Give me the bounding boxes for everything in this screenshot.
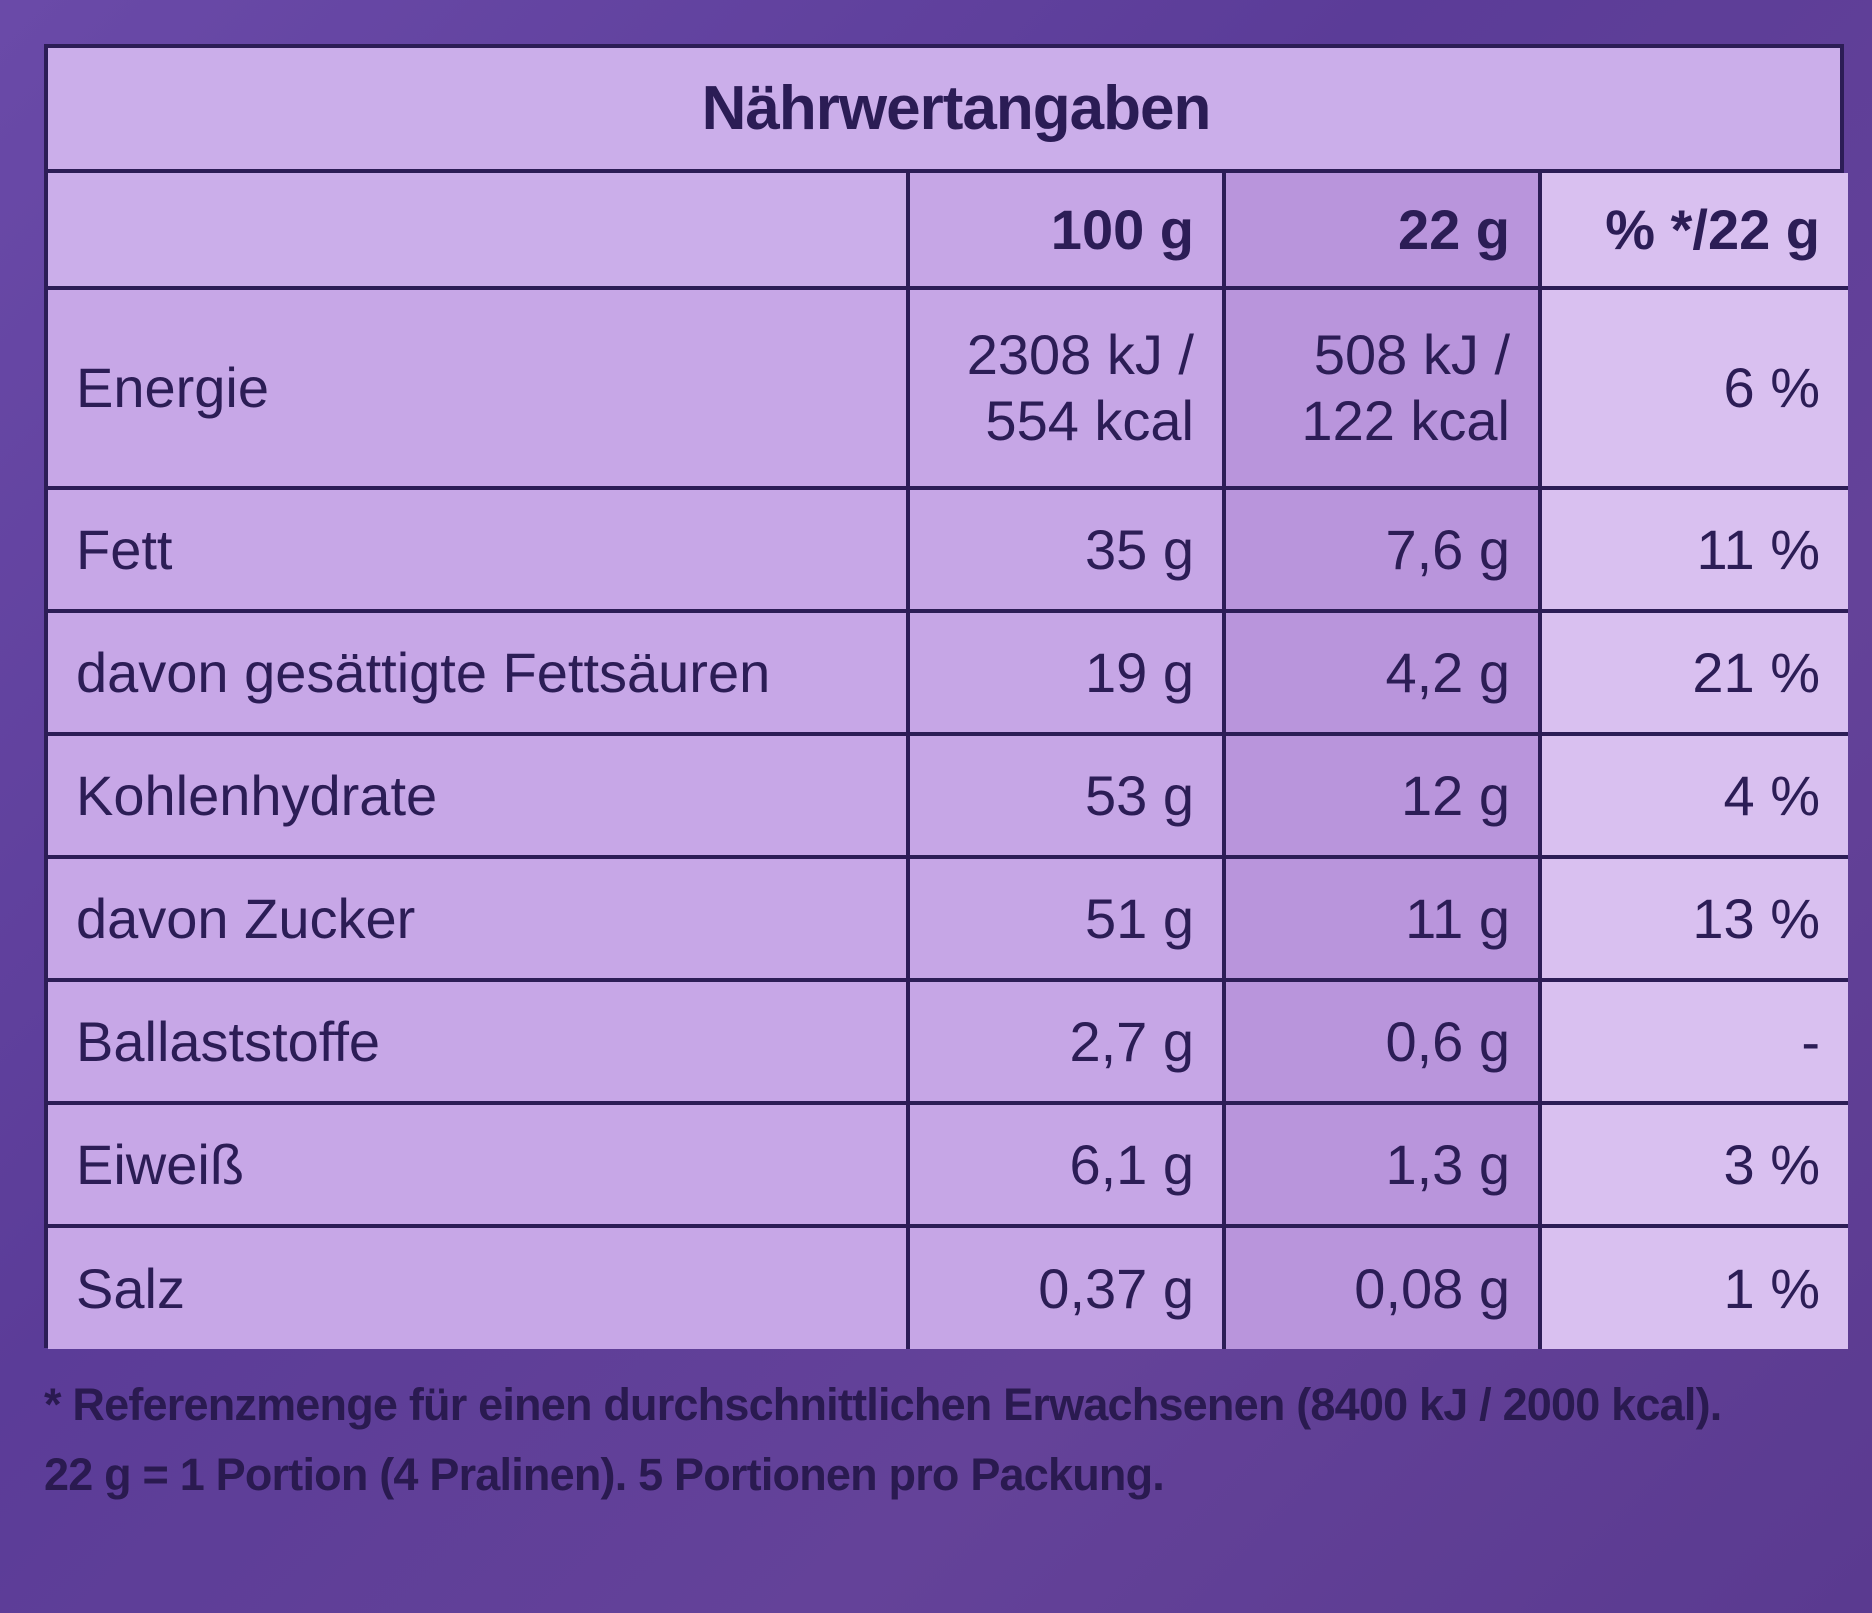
- row-label: Eiweiß: [48, 1101, 910, 1228]
- table-row: Fett 35 g 7,6 g 11 %: [48, 486, 1848, 613]
- footnote-reference-line: * Referenzmenge für einen durchschnittli…: [44, 1379, 1722, 1430]
- table-title-row: Nährwertangaben: [48, 48, 1840, 173]
- value-percent: 1 %: [1538, 1224, 1848, 1349]
- table-row: Ballaststoffe 2,7 g 0,6 g -: [48, 978, 1848, 1105]
- energy-percent: 6 %: [1538, 286, 1848, 490]
- value-percent: 21 %: [1538, 609, 1848, 736]
- row-label: Kohlenhydrate: [48, 732, 910, 859]
- column-header-percent: % */22 g: [1538, 173, 1848, 290]
- energy-per-100g-kj: 2308 kJ /: [966, 322, 1194, 386]
- value-per-100g: 53 g: [906, 732, 1226, 859]
- value-per-100g: 35 g: [906, 486, 1226, 613]
- table-row: davon Zucker 51 g 11 g 13 %: [48, 855, 1848, 982]
- column-header-100g: 100 g: [906, 173, 1226, 290]
- row-label-energy: Energie: [48, 286, 910, 490]
- value-per-22g: 4,2 g: [1222, 609, 1542, 736]
- nutrition-grid: 100 g 22 g % */22 g Energie 2308 kJ / 55…: [48, 173, 1848, 1349]
- value-per-22g: 1,3 g: [1222, 1101, 1542, 1228]
- row-label: Fett: [48, 486, 910, 613]
- table-row-energy: Energie 2308 kJ / 554 kcal 508 kJ / 122 …: [48, 286, 1848, 490]
- row-label: davon gesättigte Fettsäuren: [48, 609, 910, 736]
- table-row: Salz 0,37 g 0,08 g 1 %: [48, 1224, 1848, 1349]
- table-row: Eiweiß 6,1 g 1,3 g 3 %: [48, 1101, 1848, 1228]
- nutrition-table: Nährwertangaben 100 g 22 g % */22 g Ener…: [44, 44, 1848, 1349]
- energy-per-22g-kj: 508 kJ /: [1313, 322, 1510, 386]
- table-title: Nährwertangaben: [701, 74, 1212, 143]
- value-per-100g: 19 g: [906, 609, 1226, 736]
- table-row: Kohlenhydrate 53 g 12 g 4 %: [48, 732, 1848, 859]
- value-percent: 11 %: [1538, 486, 1848, 613]
- column-header-label: [48, 173, 910, 290]
- value-per-22g: 0,6 g: [1222, 978, 1542, 1105]
- value-percent: 3 %: [1538, 1101, 1848, 1228]
- row-label: Salz: [48, 1224, 910, 1349]
- column-header-row: 100 g 22 g % */22 g: [48, 173, 1848, 290]
- column-header-22g: 22 g: [1222, 173, 1542, 290]
- value-per-100g: 51 g: [906, 855, 1226, 982]
- footnote: * Referenzmenge für einen durchschnittli…: [44, 1370, 1844, 1510]
- value-per-100g: 2,7 g: [906, 978, 1226, 1105]
- value-per-22g: 11 g: [1222, 855, 1542, 982]
- energy-per-100g: 2308 kJ / 554 kcal: [906, 286, 1226, 490]
- value-per-100g: 0,37 g: [906, 1224, 1226, 1349]
- row-label: davon Zucker: [48, 855, 910, 982]
- energy-per-100g-kcal: 554 kcal: [985, 389, 1194, 452]
- value-per-22g: 12 g: [1222, 732, 1542, 859]
- footnote-portion-line: 22 g = 1 Portion (4 Pralinen). 5 Portion…: [44, 1448, 1165, 1500]
- value-per-22g: 0,08 g: [1222, 1224, 1542, 1349]
- value-per-22g: 7,6 g: [1222, 486, 1542, 613]
- energy-per-22g: 508 kJ / 122 kcal: [1222, 286, 1542, 490]
- row-label: Ballaststoffe: [48, 978, 910, 1105]
- table-row: davon gesättigte Fettsäuren 19 g 4,2 g 2…: [48, 609, 1848, 736]
- energy-per-22g-kcal: 122 kcal: [1301, 389, 1510, 452]
- value-percent: -: [1538, 978, 1848, 1105]
- value-per-100g: 6,1 g: [906, 1101, 1226, 1228]
- value-percent: 13 %: [1538, 855, 1848, 982]
- value-percent: 4 %: [1538, 732, 1848, 859]
